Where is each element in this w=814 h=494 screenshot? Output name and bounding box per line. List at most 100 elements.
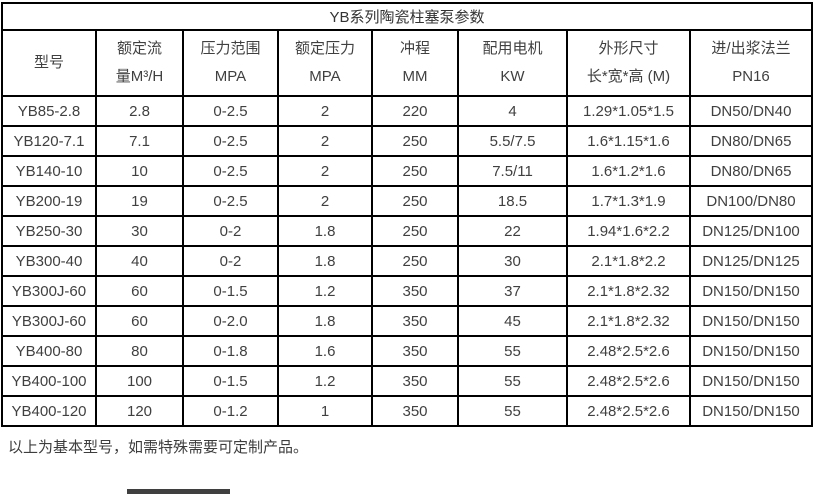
- table-cell: 250: [371, 125, 459, 157]
- table-cell: 350: [371, 335, 459, 367]
- table-cell: YB85-2.8: [1, 95, 97, 127]
- footer-note: 以上为基本型号，如需特殊需要可定制产品。: [8, 439, 309, 456]
- column-header-line: 型号: [33, 54, 64, 71]
- column-header: 冲程 MM: [371, 29, 459, 97]
- table-cell: 40: [95, 245, 184, 277]
- table-row: YB400-100 100 0-1.5 1.2 350 55 2.48*2.5*2.6 DN1…: [1, 365, 814, 397]
- column-header: 外形尺寸长*宽*高 (M): [566, 29, 691, 97]
- table-cell: 19: [95, 185, 184, 217]
- table-cell: 0-1.5: [182, 275, 279, 307]
- table-cell: 22: [457, 215, 568, 247]
- table-cell: 1.7*1.3*1.9: [566, 185, 691, 217]
- column-header: 额定流量M³/H: [95, 29, 184, 97]
- table-cell: DN80/DN65: [688, 125, 814, 157]
- table-cell: 30: [95, 215, 184, 247]
- table-cell: YB300J-60: [1, 275, 97, 307]
- column-header-line: MPA: [309, 68, 341, 85]
- table-row: YB400-120 120 0-1.2 1 350 55 2.48*2.5*2.6 DN150…: [1, 395, 814, 427]
- table-cell: 1.6: [277, 335, 373, 367]
- table-cell: 100: [95, 365, 184, 397]
- table-body: YB85-2.8 2.8 0-2.5 2 220 4 1.29*1.05*1.5 DN50/D…: [1, 95, 814, 427]
- table-row: YB85-2.8 2.8 0-2.5 2 220 4 1.29*1.05*1.5 DN50/D…: [1, 95, 814, 127]
- table-cell: 1.6*1.2*1.6: [566, 155, 691, 187]
- column-header-line: 量M³/H: [115, 68, 164, 85]
- table-cell: 2.48*2.5*2.6: [566, 365, 691, 397]
- table-cell: 4: [457, 95, 568, 127]
- table-cell: 350: [371, 305, 459, 337]
- column-header-line: 长*宽*高 (M): [586, 68, 671, 85]
- table-cell: 350: [371, 395, 459, 427]
- table-cell: YB120-7.1: [1, 125, 97, 157]
- table-cell: 0-2.5: [182, 155, 279, 187]
- column-header-line: MPA: [214, 68, 247, 85]
- column-header: 压力范围 MPA: [182, 29, 279, 97]
- table-cell: DN150/DN150: [688, 305, 814, 337]
- table-cell: 250: [371, 185, 459, 217]
- table-cell: DN150/DN150: [688, 335, 814, 367]
- table-cell: DN150/DN150: [688, 395, 814, 427]
- table-cell: 0-2: [182, 215, 279, 247]
- table-cell: 1.2: [277, 365, 373, 397]
- column-header-line: 配用电机: [482, 40, 543, 57]
- table-cell: DN80/DN65: [688, 155, 814, 187]
- table-cell: DN50/DN40: [688, 95, 814, 127]
- table-cell: 10: [95, 155, 184, 187]
- table-row: YB400-80 80 0-1.8 1.6 350 55 2.48*2.5*2.6 DN150…: [1, 335, 814, 367]
- table-cell: 350: [371, 275, 459, 307]
- column-header-line: MM: [402, 68, 428, 85]
- table-cell: 7.1: [95, 125, 184, 157]
- column-header-line: 进/出浆法兰: [711, 40, 791, 57]
- table-cell: 0-2.5: [182, 95, 279, 127]
- table-cell: 2: [277, 95, 373, 127]
- table-cell: 1: [277, 395, 373, 427]
- table-cell: 5.5/7.5: [457, 125, 568, 157]
- table-cell: 250: [371, 215, 459, 247]
- table-cell: 0-1.8: [182, 335, 279, 367]
- table-row: YB300J-60 60 0-1.5 1.2 350 37 2.1*1.8*2.32 DN15…: [1, 275, 814, 307]
- table-cell: 2.48*2.5*2.6: [566, 335, 691, 367]
- table-row: YB250-30 30 0-2 1.8 250 22 1.94*1.6*2.2 DN125/D…: [1, 215, 814, 247]
- table-cell: 2: [277, 125, 373, 157]
- column-header: 配用电机 KW: [457, 29, 568, 97]
- table-cell: 60: [95, 275, 184, 307]
- table-cell: 2.1*1.8*2.32: [566, 305, 691, 337]
- column-header-line: 额定流: [116, 40, 162, 57]
- table-cell: 60: [95, 305, 184, 337]
- table-cell: 45: [457, 305, 568, 337]
- table-row: YB140-10 10 0-2.5 2 250 7.5/11 1.6*1.2*1.6 DN80…: [1, 155, 814, 187]
- table-cell: 250: [371, 155, 459, 187]
- table-row: YB300J-60 60 0-2.0 1.8 350 45 2.1*1.8*2.32 DN15…: [1, 305, 814, 337]
- column-header: 型号: [1, 29, 97, 97]
- table-cell: 2.1*1.8*2.32: [566, 275, 691, 307]
- table-cell: 220: [371, 95, 459, 127]
- table-cell: DN125/DN125: [688, 245, 814, 277]
- table-cell: 2.8: [95, 95, 184, 127]
- table-cell: 2.1*1.8*2.2: [566, 245, 691, 277]
- table-cell: 1.8: [277, 305, 373, 337]
- table-cell: 1.8: [277, 215, 373, 247]
- column-header-line: 额定压力: [294, 40, 355, 57]
- table-header-row: 型号 额定流 量M³/H 压力范围 MPA 额定压力 MPA 冲程 MM 配用电机 KW 外形尺寸 长*…: [1, 29, 814, 97]
- table-cell: 0-2.5: [182, 185, 279, 217]
- table-cell: 0-2.5: [182, 125, 279, 157]
- table-cell: 1.2: [277, 275, 373, 307]
- table-cell: 30: [457, 245, 568, 277]
- table-cell: 350: [371, 365, 459, 397]
- table-cell: 0-2: [182, 245, 279, 277]
- table-cell: 18.5: [457, 185, 568, 217]
- column-header: 额定压力 MPA: [277, 29, 373, 97]
- table-cell: DN150/DN150: [688, 365, 814, 397]
- table-cell: 1.29*1.05*1.5: [566, 95, 691, 127]
- table-cell: 55: [457, 365, 568, 397]
- table-cell: 120: [95, 395, 184, 427]
- table-cell: 80: [95, 335, 184, 367]
- table-cell: 55: [457, 335, 568, 367]
- table-cell: 2.48*2.5*2.6: [566, 395, 691, 427]
- table-cell: 250: [371, 245, 459, 277]
- table-cell: YB400-80: [1, 335, 97, 367]
- table-cell: YB300J-60: [1, 305, 97, 337]
- table-title: YB系列陶瓷柱塞泵参数: [0, 2, 814, 31]
- column-header-line: 外形尺寸: [598, 40, 659, 57]
- table-cell: 1.94*1.6*2.2: [566, 215, 691, 247]
